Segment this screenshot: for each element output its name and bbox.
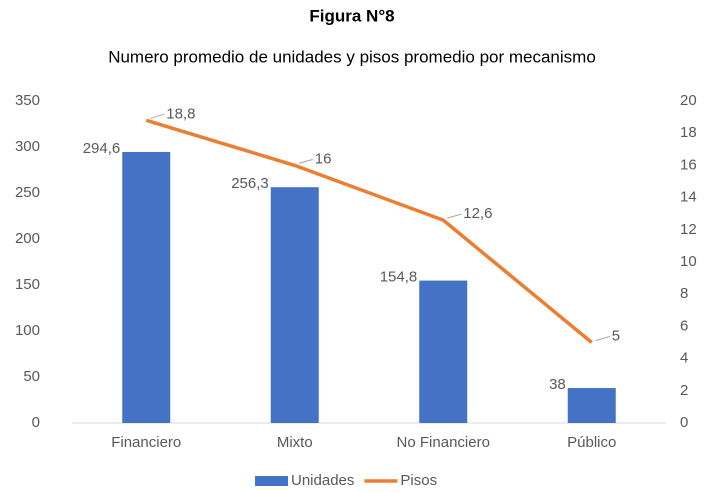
data-label: 5 xyxy=(612,327,620,344)
data-label: 154,8 xyxy=(380,269,418,286)
y2-tick-label: 2 xyxy=(680,382,688,399)
y2-tick-label: 18 xyxy=(680,124,697,141)
y2-tick-label: 6 xyxy=(680,317,688,334)
y2-tick-label: 0 xyxy=(680,414,688,431)
y-tick-label: 0 xyxy=(32,414,40,431)
y-tick-label: 300 xyxy=(15,138,40,155)
legend-label: Unidades xyxy=(291,472,354,489)
x-tick-label: Público xyxy=(567,434,616,451)
y2-tick-label: 8 xyxy=(680,285,688,302)
data-label: 18,8 xyxy=(166,105,195,122)
y2-tick-label: 16 xyxy=(680,156,697,173)
leader-line xyxy=(595,336,610,341)
bar xyxy=(122,151,171,423)
data-label: 16 xyxy=(315,150,332,167)
chart-subtitle: Numero promedio de unidades y pisos prom… xyxy=(108,47,596,66)
data-label: 38 xyxy=(549,376,566,393)
leader-line xyxy=(447,213,462,219)
data-label: 12,6 xyxy=(463,205,492,222)
y-tick-label: 350 xyxy=(15,92,40,109)
leader-line xyxy=(298,158,313,164)
chart-title: Figura N°8 xyxy=(309,6,394,25)
legend-swatch xyxy=(255,476,288,486)
legend-label: Pisos xyxy=(400,472,437,489)
y2-tick-label: 10 xyxy=(680,253,697,270)
data-label: 256,3 xyxy=(231,175,269,192)
y-tick-label: 200 xyxy=(15,230,40,247)
y-tick-label: 100 xyxy=(15,322,40,339)
y-tick-label: 250 xyxy=(15,184,40,201)
leader-line xyxy=(150,113,165,119)
line xyxy=(145,118,593,344)
bar xyxy=(567,388,616,423)
x-tick-label: Financiero xyxy=(111,434,181,451)
data-label: 294,6 xyxy=(83,140,121,157)
y2-tick-label: 12 xyxy=(680,221,697,238)
bar xyxy=(270,187,319,423)
y2-tick-label: 20 xyxy=(680,92,697,109)
bar xyxy=(419,280,468,423)
x-tick-label: Mixto xyxy=(277,434,313,451)
y-tick-label: 50 xyxy=(23,368,40,385)
y2-tick-label: 4 xyxy=(680,350,688,367)
y-tick-label: 150 xyxy=(15,276,40,293)
x-tick-label: No Financiero xyxy=(397,434,490,451)
y2-tick-label: 14 xyxy=(680,189,697,206)
